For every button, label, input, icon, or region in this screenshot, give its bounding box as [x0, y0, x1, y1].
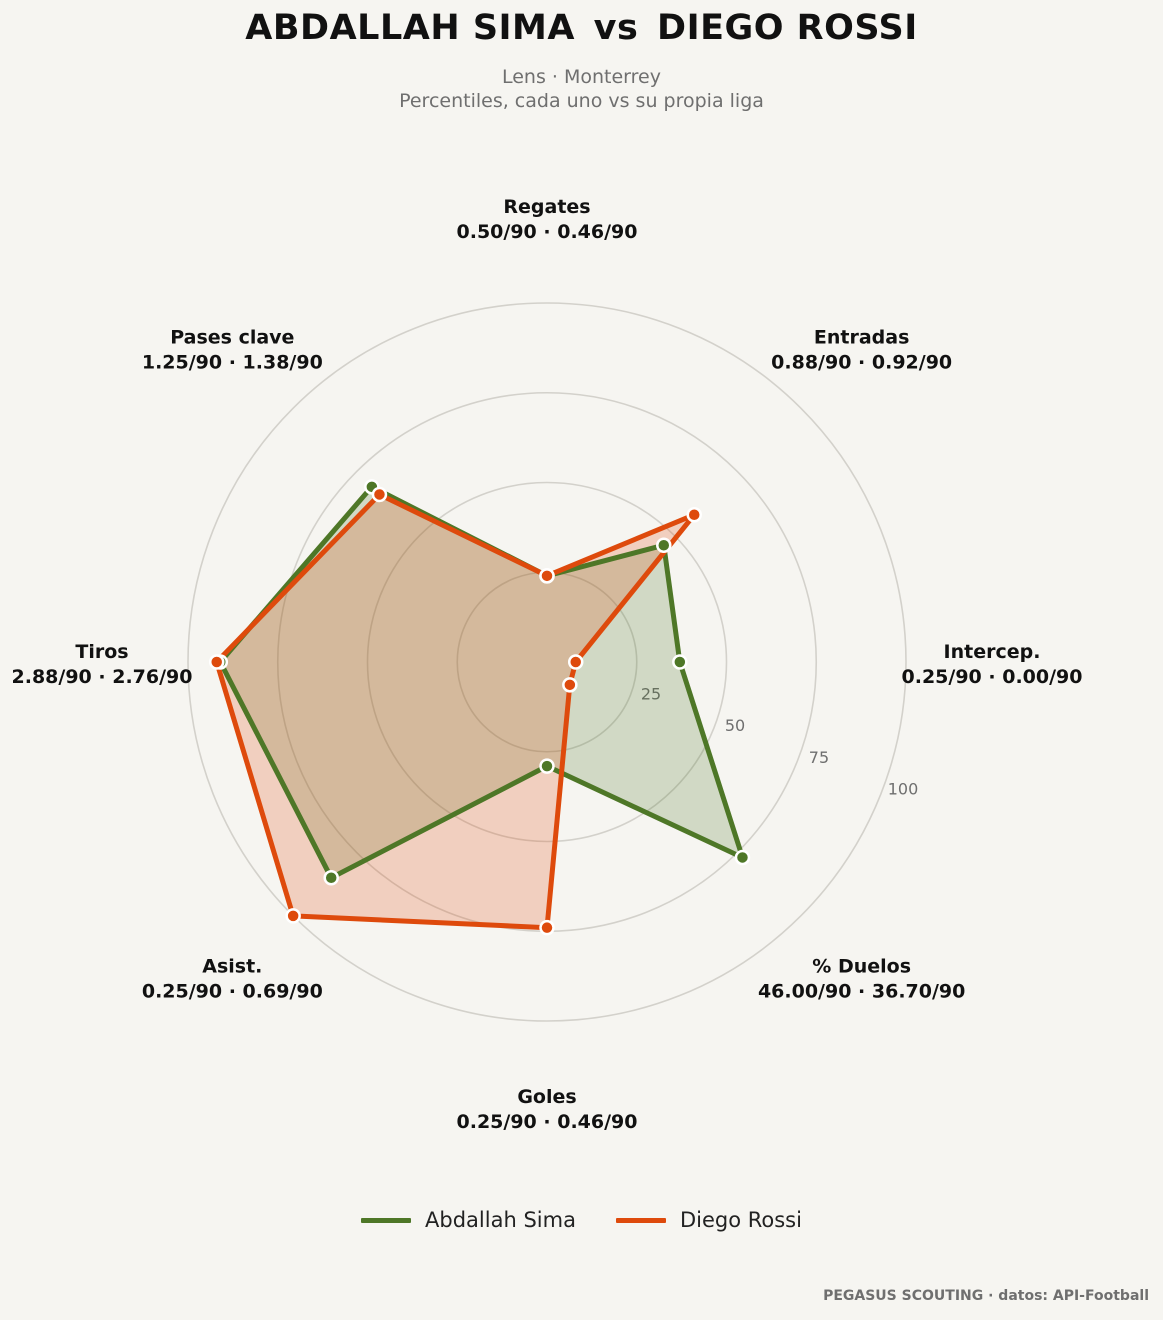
radar-series — [208, 479, 751, 936]
category-label: Goles 0.25/90 · 0.46/90 — [457, 1086, 638, 1133]
radial-tick-label: 50 — [725, 716, 745, 735]
category-label: Asist. 0.25/90 · 0.69/90 — [142, 956, 323, 1003]
series-1-point — [672, 654, 688, 670]
radar-labels: Regates 0.50/90 · 0.46/90 Entradas 0.88/90 … — [12, 196, 1083, 1133]
category-name: Regates — [503, 196, 590, 218]
category-label: Entradas 0.88/90 · 0.92/90 — [771, 326, 952, 373]
series-1-point — [656, 537, 672, 553]
category-name: Goles — [517, 1086, 576, 1108]
series-2-point — [208, 654, 225, 670]
radar-grid: 25 50 75 100 — [187, 302, 919, 1022]
radial-tick-label: 25 — [641, 685, 661, 704]
series-area-1 — [220, 486, 743, 878]
category-values: 0.25/90 · 0.46/90 — [457, 1111, 638, 1133]
category-name: Pases clave — [170, 326, 294, 348]
category-values: 2.88/90 · 2.76/90 — [12, 666, 193, 688]
category-label: Intercep. 0.25/90 · 0.00/90 — [902, 641, 1083, 688]
category-label: Pases clave 1.25/90 · 1.38/90 — [142, 326, 323, 373]
teams-subtitle: Lens · Monterrey — [501, 66, 661, 88]
series-2-point — [371, 486, 388, 503]
category-values: 1.25/90 · 1.38/90 — [142, 351, 323, 373]
category-values: 46.00/90 · 36.70/90 — [758, 981, 965, 1003]
series-1-point — [323, 870, 339, 886]
player-a-name: ABDALLAH SIMA — [245, 8, 575, 48]
series-2-point — [539, 919, 555, 936]
footer-credit: PEGASUS SCOUTING · datos: API-Football — [823, 1288, 1149, 1304]
legend-item-player-b: Diego Rossi — [615, 1208, 802, 1232]
legend-label-player-a: Abdallah Sima — [425, 1208, 576, 1232]
series-2-point — [567, 654, 584, 670]
category-name: % Duelos — [812, 956, 911, 978]
category-label: Regates 0.50/90 · 0.46/90 — [457, 196, 638, 243]
legend: Abdallah Sima Diego Rossi — [0, 1208, 1163, 1232]
series-1-point — [734, 849, 751, 866]
category-name: Tiros — [75, 641, 128, 663]
series-area-2 — [216, 494, 695, 928]
grid-circle — [366, 481, 728, 843]
player-b-name: DIEGO ROSSI — [657, 8, 918, 48]
legend-label-player-b: Diego Rossi — [679, 1208, 802, 1232]
legend-swatch-player-b — [615, 1217, 666, 1223]
legend-swatch-player-a — [361, 1217, 412, 1223]
description-subtitle: Percentiles, cada uno vs su propia liga — [399, 90, 764, 112]
legend-item-player-a: Abdallah Sima — [361, 1208, 576, 1232]
series-1-point — [539, 758, 555, 774]
category-values: 0.25/90 · 0.00/90 — [902, 666, 1083, 688]
series-2-point — [539, 568, 555, 584]
category-values: 0.50/90 · 0.46/90 — [457, 221, 638, 243]
category-values: 0.25/90 · 0.69/90 — [142, 981, 323, 1003]
radial-tick-label: 75 — [809, 748, 829, 767]
category-name: Entradas — [814, 326, 910, 348]
category-values: 0.88/90 · 0.92/90 — [771, 351, 952, 373]
vs-label: vs — [593, 8, 639, 48]
category-name: Intercep. — [944, 641, 1041, 663]
chart-title: ABDALLAH SIMA vs DIEGO ROSSI — [0, 8, 1163, 48]
category-label: Tiros 2.88/90 · 2.76/90 — [12, 641, 193, 688]
category-label: % Duelos 46.00/90 · 36.70/90 — [758, 956, 965, 1003]
category-name: Asist. — [202, 956, 262, 978]
series-2-point — [686, 507, 702, 523]
radial-tick-label: 100 — [888, 779, 919, 798]
series-2-point — [285, 908, 301, 924]
grid-circle — [187, 302, 907, 1022]
series-2-point — [562, 677, 578, 693]
